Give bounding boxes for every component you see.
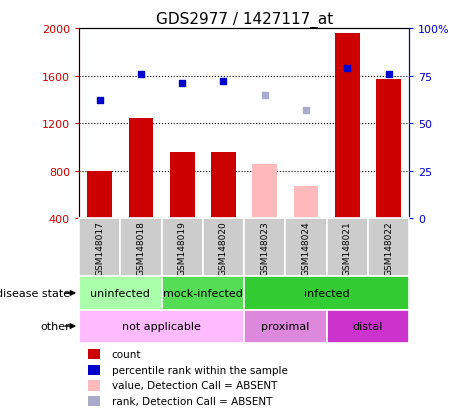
Title: GDS2977 / 1427117_at: GDS2977 / 1427117_at — [155, 12, 333, 28]
Bar — [244, 310, 326, 343]
Bar — [244, 277, 409, 310]
Bar — [120, 219, 162, 277]
Text: GSM148017: GSM148017 — [95, 221, 104, 275]
Text: other: other — [40, 321, 70, 331]
Text: not applicable: not applicable — [122, 321, 201, 331]
Text: percentile rank within the sample: percentile rank within the sample — [112, 365, 287, 375]
Bar — [87, 171, 112, 219]
Text: uninfected: uninfected — [90, 288, 150, 298]
Text: GSM148019: GSM148019 — [178, 221, 187, 275]
Text: GSM148021: GSM148021 — [343, 221, 352, 275]
Bar — [128, 119, 153, 219]
Text: disease state: disease state — [0, 288, 70, 298]
Text: GSM148022: GSM148022 — [384, 221, 393, 275]
Text: GSM148023: GSM148023 — [260, 221, 269, 275]
Point — [179, 81, 186, 87]
Bar — [79, 219, 120, 277]
Text: proximal: proximal — [261, 321, 310, 331]
Point — [261, 92, 268, 99]
Bar — [376, 80, 401, 219]
Text: mock-infected: mock-infected — [163, 288, 243, 298]
Text: infected: infected — [304, 288, 350, 298]
Bar — [326, 310, 409, 343]
Bar — [286, 219, 326, 277]
Text: distal: distal — [353, 321, 383, 331]
Bar — [293, 187, 319, 219]
Point — [137, 71, 145, 78]
Text: rank, Detection Call = ABSENT: rank, Detection Call = ABSENT — [112, 396, 272, 406]
Point — [96, 98, 103, 104]
Bar — [335, 33, 359, 219]
Bar — [252, 164, 277, 219]
Bar — [326, 219, 368, 277]
Bar — [79, 277, 162, 310]
Text: count: count — [112, 349, 141, 359]
Bar — [244, 219, 286, 277]
Point — [385, 71, 392, 78]
Text: GSM148024: GSM148024 — [301, 221, 311, 275]
Text: GSM148020: GSM148020 — [219, 221, 228, 275]
Text: GSM148018: GSM148018 — [136, 221, 146, 275]
Bar — [79, 310, 244, 343]
Bar — [211, 152, 236, 219]
Bar — [162, 277, 244, 310]
Bar — [162, 219, 203, 277]
Point — [302, 107, 310, 114]
Bar — [170, 152, 194, 219]
Point — [344, 66, 351, 72]
Text: value, Detection Call = ABSENT: value, Detection Call = ABSENT — [112, 380, 277, 391]
Bar — [368, 219, 409, 277]
Point — [220, 79, 227, 85]
Bar — [203, 219, 244, 277]
